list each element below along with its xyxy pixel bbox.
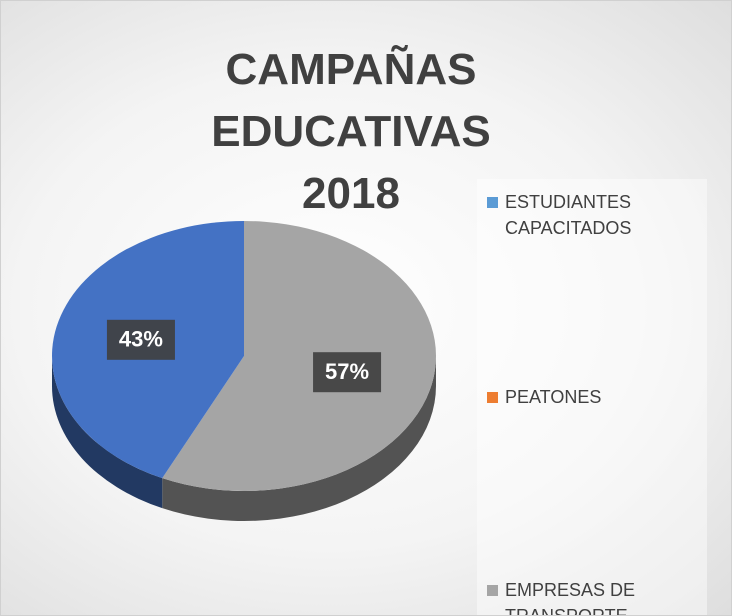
slice-side	[162, 356, 437, 521]
slice-side	[52, 356, 163, 509]
label-box	[106, 319, 175, 360]
slice	[162, 221, 437, 492]
label-box	[313, 352, 382, 393]
legend-swatch	[487, 585, 498, 596]
pie-area: 57% 43%	[52, 221, 437, 521]
legend-item: PEATONES	[487, 384, 705, 410]
legend-swatch	[487, 392, 498, 403]
legend-swatch	[487, 197, 498, 208]
legend-label: ESTUDIANTES CAPACITADOS	[505, 192, 632, 238]
data-label: 57%	[325, 359, 369, 384]
legend-label: PEATONES	[505, 387, 602, 407]
chart-title: CAMPAÑAS EDUCATIVAS 2018	[211, 45, 491, 218]
legend-label: EMPRESAS DE TRANSPORTE,	[505, 580, 636, 616]
legend: ESTUDIANTES CAPACITADOS PEATONES EMPRESAS …	[477, 179, 707, 616]
legend-item: EMPRESAS DE TRANSPORTE,	[487, 577, 705, 616]
legend-item: ESTUDIANTES CAPACITADOS	[487, 189, 705, 241]
data-label: 43%	[119, 327, 163, 352]
